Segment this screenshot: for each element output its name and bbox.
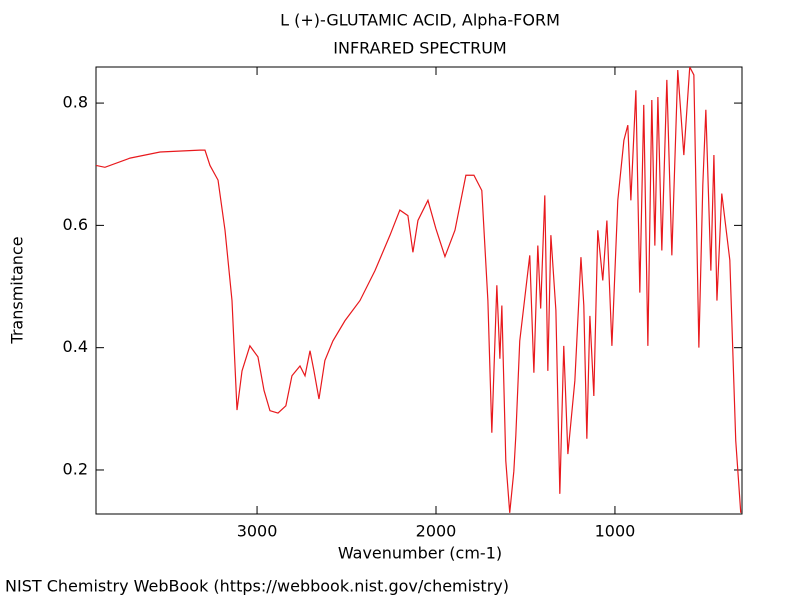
footer: NIST Chemistry WebBook (https://webbook.…	[5, 577, 509, 596]
chart-title: L (+)-GLUTAMIC ACID, Alpha-FORM	[280, 11, 560, 30]
spectrum-line	[96, 67, 742, 513]
y-tick-label: 0.8	[63, 93, 88, 112]
plot-frame	[95, 66, 743, 515]
y-axis-label: Transmitance	[8, 236, 27, 344]
x-axis-label: Wavenumber (cm-1)	[338, 544, 502, 563]
x-tick-label: 1000	[595, 522, 636, 541]
y-tick-label: 0.4	[63, 337, 88, 356]
y-tick-label: 0.6	[63, 215, 88, 234]
chart-subtitle: INFRARED SPECTRUM	[333, 39, 506, 58]
x-tick-label: 3000	[237, 522, 278, 541]
y-tick-label: 0.2	[63, 459, 88, 478]
x-tick-label: 2000	[416, 522, 457, 541]
